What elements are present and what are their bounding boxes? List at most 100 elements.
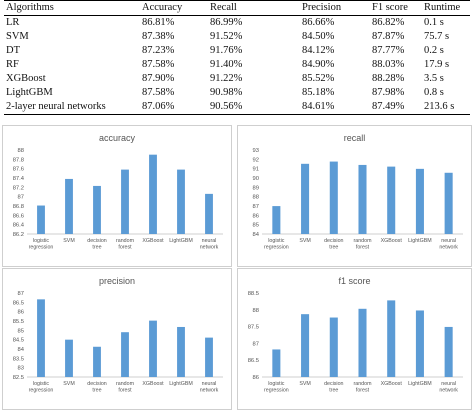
f1-score-chart: f1 score 86 86.5 87 87.5 88 88.5 logisticregres… [248,276,463,394]
cell-f1-score: 87.98% [372,87,405,98]
header-algorithms: Algorithms [6,2,54,13]
x-category-label: logistic [268,381,285,387]
bar [93,185,101,234]
x-category-label: XGBoost [381,381,403,387]
x-category-label: tree [329,245,338,251]
bar [387,300,396,377]
y-tick-label: 88 [18,148,24,154]
header-runtime: Runtime [424,2,461,13]
bar [301,163,310,234]
bar [358,308,367,377]
table-row: SVM 87.38% 91.52% 84.50% 87.87% 75.7 s [4,30,470,44]
y-tick-label: 87.4 [13,176,25,182]
bar [177,169,185,234]
x-category-label: LightGBM [169,238,193,244]
y-tick-label: 87 [253,341,259,347]
cell-accuracy: 87.23% [142,45,175,56]
x-category-label: forest [118,245,132,251]
x-category-label: forest [356,245,370,251]
x-category-label: network [200,388,219,394]
table-row: LightGBM 87.58% 90.98% 85.18% 87.98% 0.8… [4,86,470,100]
x-category-label: tree [92,388,101,394]
bar [272,349,281,377]
cell-recall: 91.76% [210,45,243,56]
cell-recall: 91.22% [210,73,243,84]
cell-algorithm: 2-layer neural networks [6,101,106,112]
x-category-label: regression [264,245,289,251]
table-row: DT 87.23% 91.76% 84.12% 87.77% 0.2 s [4,44,470,58]
cell-algorithm: LR [6,17,20,28]
x-category-label: neural [441,238,456,244]
y-tick-label: 86 [253,213,259,219]
table-row: XGBoost 87.90% 91.22% 85.52% 88.28% 3.5 … [4,72,470,86]
x-category-label: LightGBM [408,381,432,387]
bar [415,168,424,234]
y-tick-label: 87.5 [248,325,259,331]
y-tick-label: 88.5 [248,291,259,297]
table-row: LR 86.81% 86.99% 86.66% 86.82% 0.1 s [4,16,470,31]
x-category-label: LightGBM [408,238,432,244]
y-tick-label: 86.8 [13,204,24,210]
cell-precision: 84.12% [302,45,335,56]
cell-runtime: 0.8 s [424,87,444,98]
table-row: 2-layer neural networks 87.06% 90.56% 84… [4,100,470,115]
recall-chart-panel: recall 84 85 86 87 88 89 90 91 92 93 logistic regres… [237,125,472,267]
cell-f1-score: 88.03% [372,59,405,70]
cell-precision: 85.52% [302,73,335,84]
cell-recall: 91.52% [210,31,243,42]
chart-title: accuracy [99,133,136,143]
y-tick-label: 93 [253,148,259,154]
y-tick-label: 87.6 [13,167,24,173]
y-tick-label: 87 [18,291,24,297]
y-tick-label: 85 [253,223,259,229]
cell-algorithm: LightGBM [6,87,53,98]
cell-f1-score: 86.82% [372,17,405,28]
x-category-label: SVM [63,381,74,387]
bar [358,164,367,234]
chart-title: precision [99,276,135,286]
chart-title: f1 score [338,276,370,286]
y-tick-label: 84 [253,232,260,238]
y-tick-label: 92 [253,157,259,163]
bar [93,346,101,377]
cell-accuracy: 87.58% [142,59,175,70]
cell-precision: 84.61% [302,101,335,112]
bar [149,154,157,234]
header-f1-score: F1 score [372,2,408,13]
y-tick-label: 87 [18,195,24,201]
bar [149,320,157,377]
cell-accuracy: 86.81% [142,17,175,28]
bar [205,337,213,377]
cell-accuracy: 87.90% [142,73,175,84]
cell-recall: 86.99% [210,17,243,28]
y-tick-label: 84 [18,347,25,353]
x-category-label: random [354,381,373,387]
f1-score-chart-panel: f1 score 86 86.5 87 87.5 88 88.5 logistic regres… [237,268,472,410]
y-tick-label: 88 [253,308,259,314]
y-tick-label: 86 [18,310,24,316]
results-table: Algorithms Accuracy Recall Precision F1 … [4,0,470,115]
cell-runtime: 213.6 s [424,101,455,112]
y-tick-label: 86.2 [13,232,24,238]
cell-recall: 90.98% [210,87,243,98]
table-header-row: Algorithms Accuracy Recall Precision F1 … [4,0,470,16]
cell-runtime: 0.1 s [424,17,444,28]
cell-runtime: 17.9 s [424,59,450,70]
cell-accuracy: 87.06% [142,101,175,112]
cell-f1-score: 87.87% [372,31,405,42]
bar [177,326,185,377]
y-tick-label: 87.2 [13,185,24,191]
x-category-label: network [439,245,458,251]
cell-algorithm: DT [6,45,20,56]
bar [444,172,453,234]
y-tick-label: 84.5 [13,338,24,344]
y-tick-label: 85.5 [13,319,24,325]
bar [37,299,45,377]
cell-f1-score: 88.28% [372,73,405,84]
x-category-label: XGBoost [142,238,164,244]
y-tick-label: 87.8 [13,157,24,163]
bar [329,161,338,234]
x-category-label: logistic [33,238,50,244]
y-tick-label: 83.5 [13,356,24,362]
bar [272,206,281,234]
